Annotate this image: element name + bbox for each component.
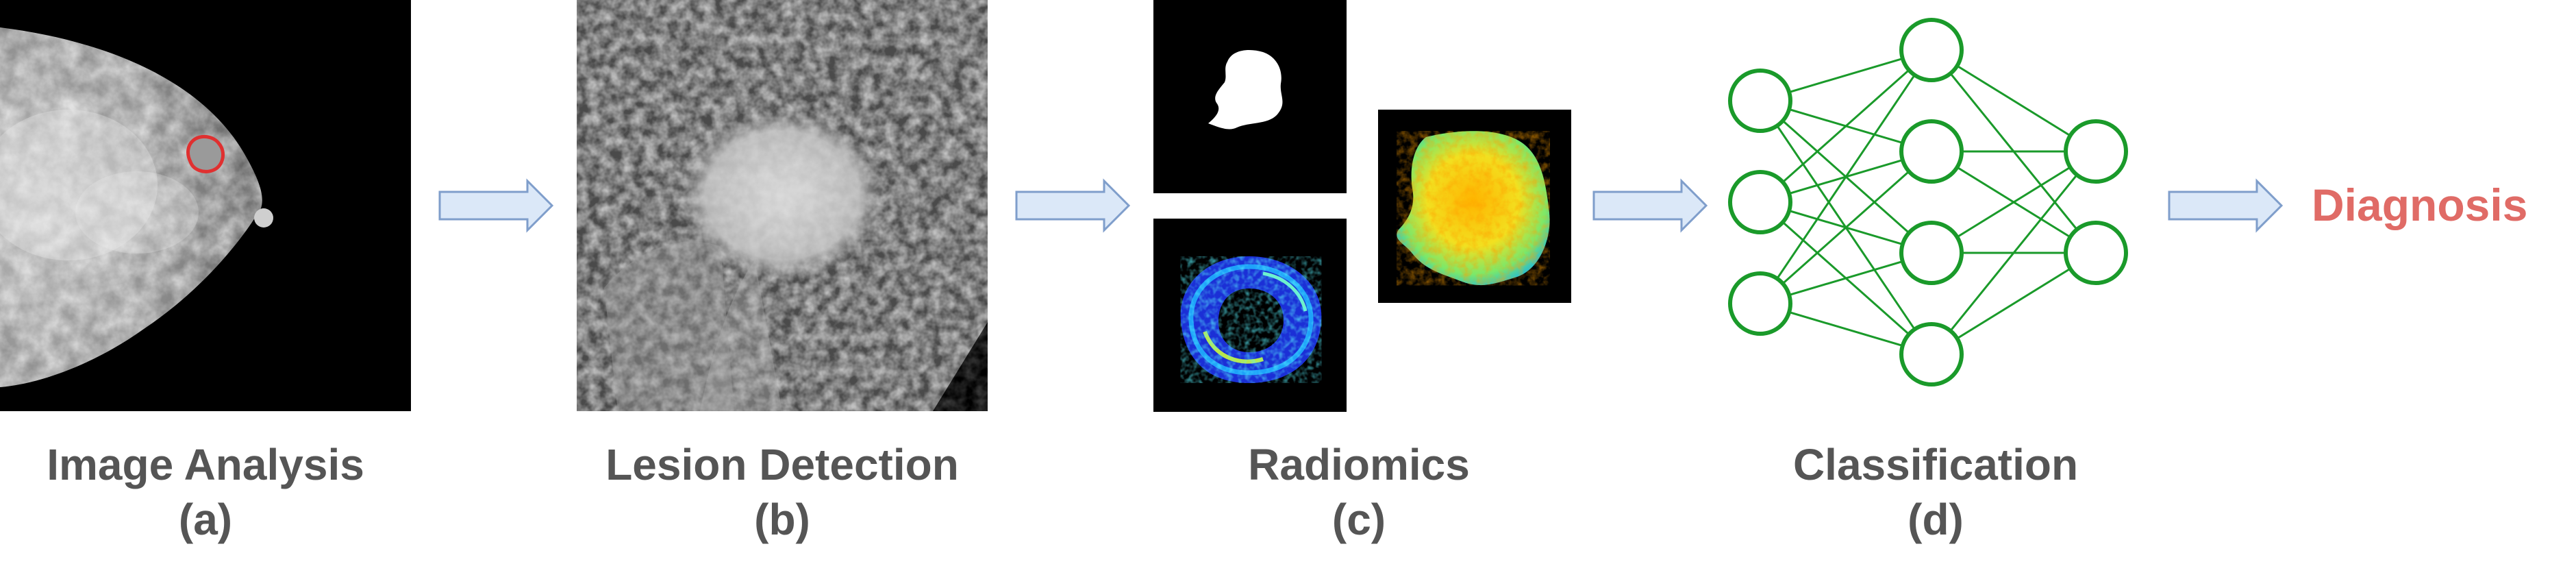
network-edge	[1930, 151, 2097, 355]
flow-arrow-2	[1015, 178, 1131, 233]
network-connections	[1759, 49, 2097, 356]
network-edge	[1760, 150, 1932, 305]
lesion-closeup-graphic	[577, 0, 988, 411]
segmentation-mask-image	[1153, 0, 1347, 193]
stage-label-image-analysis: Image Analysis (a)	[0, 437, 445, 547]
stage-label-lesion-detection: Lesion Detection (b)	[542, 437, 1022, 547]
texture-heatmap-graphic	[1378, 110, 1571, 303]
network-node-layer1-2	[1728, 170, 1792, 234]
stage-letter: (b)	[754, 495, 810, 544]
stage-title: Radiomics	[1248, 440, 1470, 489]
network-edge	[1759, 49, 1933, 304]
texture-heatmap-image	[1378, 110, 1571, 303]
neural-network-diagram	[1728, 18, 2128, 386]
flow-arrow-1	[438, 178, 554, 233]
stage-letter: (a)	[178, 495, 233, 544]
network-node-layer3-2	[2064, 221, 2128, 285]
stage-letter: (c)	[1331, 495, 1386, 544]
diagnosis-label: Diagnosis	[2312, 180, 2528, 230]
network-nodes	[1728, 18, 2128, 386]
mammogram-graphic	[0, 0, 411, 411]
network-node-layer3-1	[2064, 119, 2128, 184]
stage-label-classification: Classification (d)	[1696, 437, 2175, 547]
stage-letter: (d)	[1908, 495, 1964, 544]
network-edge	[1760, 49, 1932, 204]
mammogram-image	[0, 0, 411, 411]
edge-feature-map-image	[1153, 219, 1347, 412]
flow-arrow-4	[2168, 178, 2284, 233]
stage-title: Image Analysis	[47, 440, 364, 489]
stage-title: Classification	[1792, 440, 2079, 489]
lesion-outline	[186, 134, 225, 173]
network-node-layer2-3	[1899, 221, 1964, 285]
network-node-layer2-4	[1899, 322, 1964, 386]
network-node-layer2-1	[1899, 18, 1964, 82]
segmentation-mask-graphic	[1153, 0, 1347, 193]
edge-feature-map-graphic	[1153, 219, 1347, 412]
stage-title: Lesion Detection	[605, 440, 959, 489]
network-node-layer1-1	[1728, 69, 1792, 133]
network-node-layer2-2	[1899, 119, 1964, 184]
flow-arrow-3	[1592, 178, 1708, 233]
lesion-closeup-image	[577, 0, 988, 411]
stage-label-radiomics: Radiomics (c)	[1119, 437, 1599, 547]
network-node-layer1-3	[1728, 271, 1792, 336]
